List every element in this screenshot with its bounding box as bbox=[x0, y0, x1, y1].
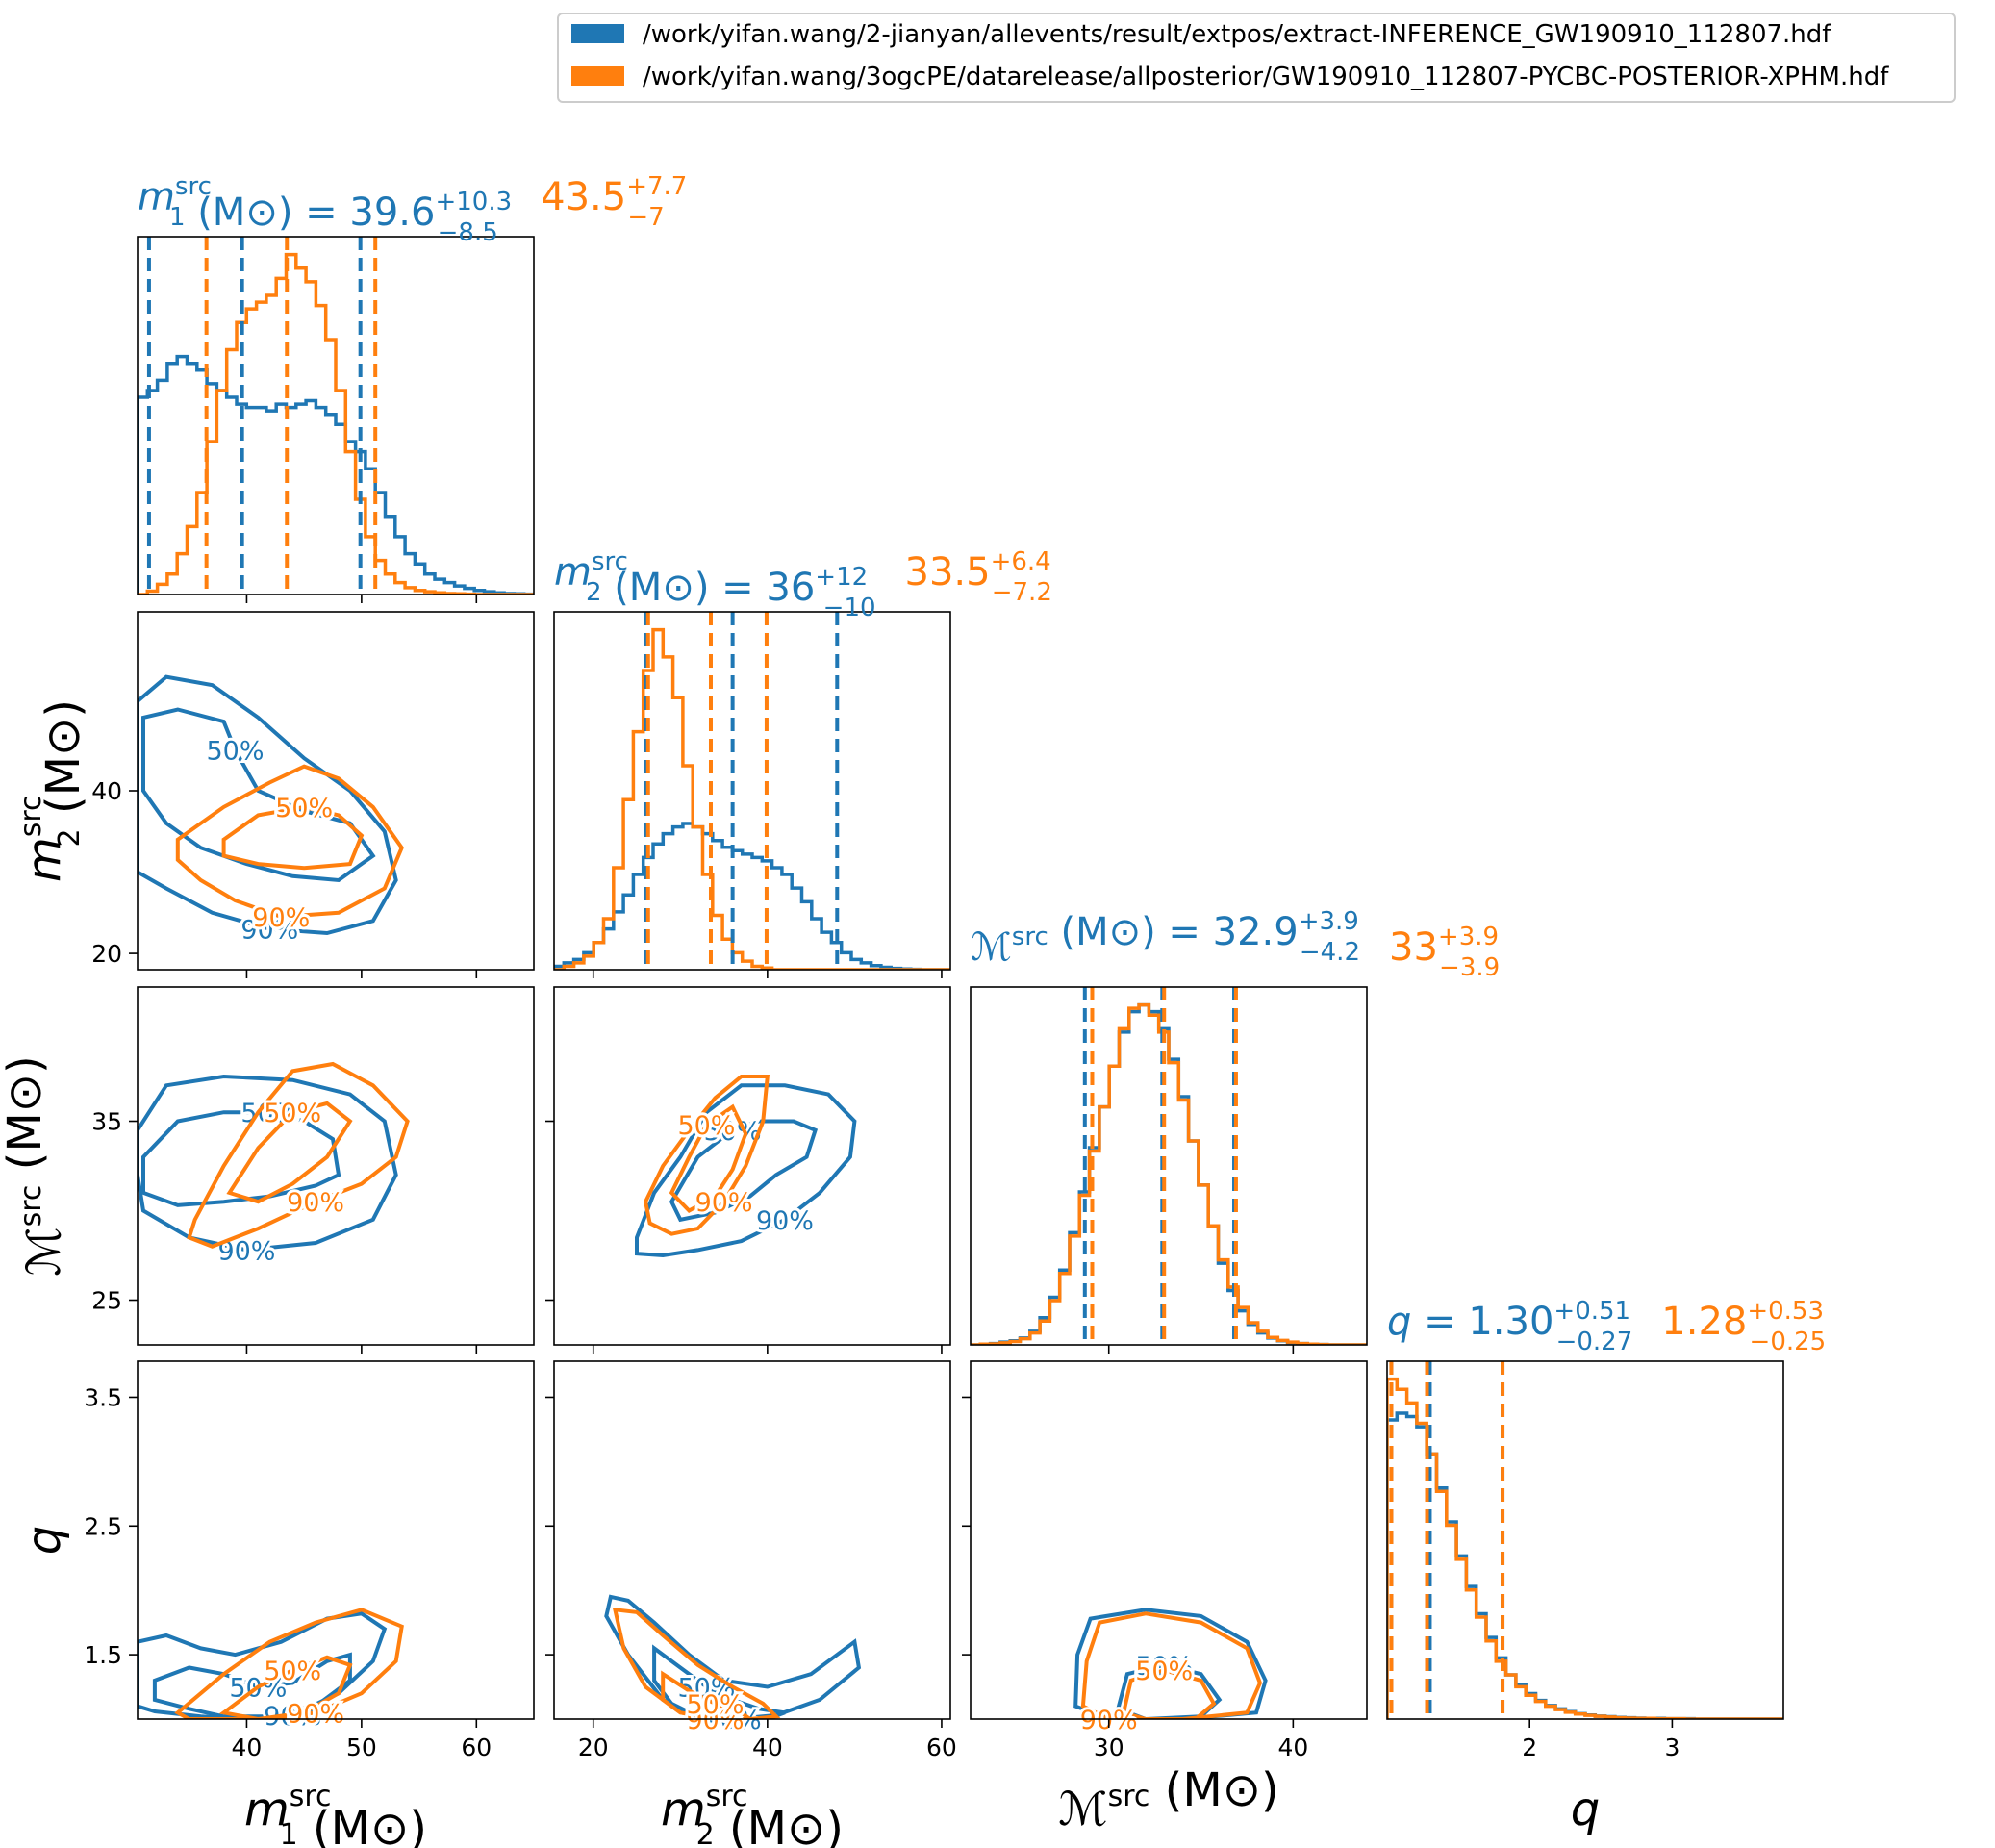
hist-mc-pycbc bbox=[971, 1002, 1367, 1345]
hist-m2-pycbc bbox=[554, 627, 950, 970]
panel-frame-mc_m2 bbox=[553, 986, 951, 1346]
xtick-label-m1-2: 60 bbox=[461, 1734, 492, 1761]
xlabel-m1: msrc 1 (M⊙) bbox=[244, 1780, 427, 1848]
contour-label-50-mc_m1-pycbc: 50% bbox=[264, 1099, 321, 1128]
xtick-label-m2-2: 60 bbox=[926, 1734, 957, 1761]
panel-frame-mc-mc bbox=[970, 986, 1368, 1346]
contour-label-50-m2_m1-pycbc: 50% bbox=[275, 794, 333, 823]
xtick-label-q-1: 3 bbox=[1664, 1734, 1679, 1761]
contour-label-90-m2_m1-inference: 90% bbox=[240, 916, 298, 946]
xtick-label-m1-1: 50 bbox=[346, 1734, 377, 1761]
xtick-label-m2-1: 40 bbox=[752, 1734, 783, 1761]
title-q: q = 1.30+0.51 −0.27 1.28+0.53 −0.25 bbox=[1387, 1297, 1826, 1356]
legend-swatch-pycbc bbox=[571, 66, 624, 86]
title-mc-inference: ℳsrc (M⊙) = 32.9+3.9 −4.2 bbox=[971, 907, 1360, 970]
title-m1: msrc 1 (M⊙) = 39.6+10.3 −8.5 43.5+7.7 −7 bbox=[138, 172, 687, 247]
contour-90-q_mc-inference bbox=[1073, 1608, 1268, 1719]
ytick-label-q-2: 3.5 bbox=[84, 1383, 122, 1411]
panel-frame-q_mc bbox=[970, 1360, 1368, 1720]
contour-90-q_m2-pycbc bbox=[612, 1607, 781, 1719]
contour-50-m2_m1-inference bbox=[141, 707, 376, 883]
panel-frame-m1-m1 bbox=[137, 236, 535, 595]
ytick-label-q-1: 2.5 bbox=[84, 1512, 122, 1540]
xlabel-q: q bbox=[1571, 1783, 1600, 1836]
title-m1-inference: msrc 1 (M⊙) = 39.6+10.3 −8.5 bbox=[138, 172, 512, 247]
contour-50-m2_m1-pycbc bbox=[221, 804, 365, 871]
title-q-pycbc: 1.28+0.53 −0.25 bbox=[1661, 1297, 1826, 1356]
ylabel-m2: msrc2 (M⊙) bbox=[14, 699, 90, 882]
contour-90-q_m1-pycbc bbox=[174, 1608, 404, 1719]
panels: msrc 1 (M⊙) = 39.6+10.3 −8.543.5+7.7 −7msrc… bbox=[0, 172, 1826, 1848]
hist-q-inference bbox=[1387, 1411, 1783, 1719]
panel-frame-m2-m2 bbox=[553, 611, 951, 971]
ylabel-mc: ℳsrc (M⊙) bbox=[0, 1055, 71, 1276]
contour-50-q_mc-pycbc bbox=[1121, 1668, 1217, 1719]
xtick-label-mc-1: 40 bbox=[1277, 1734, 1308, 1761]
contour-90-mc_m2-pycbc bbox=[644, 1075, 770, 1236]
contour-90-mc_m1-inference bbox=[138, 1074, 398, 1253]
title-m2: msrc 2 (M⊙) = 36+12 −10 33.5+6.4 −7.2 bbox=[554, 547, 1052, 622]
contour-90-q_m2-inference bbox=[604, 1594, 862, 1719]
xtick-label-q-0: 2 bbox=[1522, 1734, 1537, 1761]
contour-label-90-mc_m2-pycbc: 90% bbox=[695, 1188, 753, 1218]
legend-swatch-inference bbox=[571, 24, 624, 43]
contour-50-q_m1-pycbc bbox=[218, 1655, 353, 1719]
xtick-label-mc-0: 30 bbox=[1094, 1734, 1124, 1761]
contour-label-90-mc_m1-pycbc: 90% bbox=[287, 1188, 344, 1218]
panel-frame-q-q bbox=[1386, 1360, 1784, 1720]
contour-label-50-m2_m1-inference: 50% bbox=[206, 737, 264, 767]
contour-90-m2_m1-pycbc bbox=[175, 764, 404, 920]
contour-90-mc_m2-inference bbox=[635, 1083, 857, 1258]
contour-90-q_mc-pycbc bbox=[1080, 1611, 1263, 1719]
xlabel-mc: ℳsrc (M⊙) bbox=[1058, 1763, 1278, 1836]
contour-label-90-q_m2-inference: 90% bbox=[704, 1706, 762, 1735]
contour-label-50-mc_m2-pycbc: 50% bbox=[677, 1111, 735, 1141]
contour-50-mc_m1-pycbc bbox=[226, 1101, 353, 1204]
title-m2-inference: msrc 2 (M⊙) = 36+12 −10 bbox=[554, 547, 876, 622]
title-q-inference: q = 1.30+0.51 −0.27 bbox=[1387, 1297, 1632, 1356]
xtick-label-m1-0: 40 bbox=[232, 1734, 263, 1761]
contour-90-mc_m1-pycbc bbox=[187, 1061, 410, 1249]
legend-label-pycbc: /work/yifan.wang/3ogcPE/datarelease/allp… bbox=[643, 63, 1889, 91]
hist-m1-pycbc bbox=[138, 252, 534, 595]
contour-label-50-mc_m1-inference: 50% bbox=[240, 1099, 298, 1128]
title-mc-pycbc: 33+3.9 −3.9 bbox=[1389, 923, 1500, 982]
contour-50-mc_m2-pycbc bbox=[669, 1103, 748, 1213]
contour-50-mc_m1-inference bbox=[141, 1110, 341, 1207]
contour-label-50-q_m1-pycbc: 50% bbox=[264, 1657, 321, 1686]
ytick-label-mc-1: 35 bbox=[91, 1108, 122, 1136]
ytick-label-m2-1: 40 bbox=[91, 777, 122, 805]
ytick-label-q-0: 1.5 bbox=[84, 1641, 122, 1669]
contour-label-50-q_m2-pycbc: 50% bbox=[687, 1690, 745, 1720]
title-m2-pycbc: 33.5+6.4 −7.2 bbox=[905, 547, 1052, 607]
contour-label-90-q_m2-pycbc: 90% bbox=[687, 1706, 745, 1735]
contour-50-q_m2-pycbc bbox=[661, 1670, 754, 1719]
panel-frame-q_m2 bbox=[553, 1360, 951, 1720]
xtick-label-m2-0: 20 bbox=[578, 1734, 609, 1761]
contour-label-90-q_m1-pycbc: 90% bbox=[287, 1699, 344, 1729]
contour-50-mc_m2-inference bbox=[669, 1119, 819, 1223]
contour-label-90-m2_m1-pycbc: 90% bbox=[252, 903, 310, 933]
ytick-label-m2-0: 20 bbox=[91, 940, 122, 968]
contour-90-m2_m1-inference bbox=[138, 674, 398, 936]
contour-label-50-q_mc-pycbc: 50% bbox=[1135, 1657, 1193, 1686]
panel-frame-mc_m1 bbox=[137, 986, 535, 1346]
legend-label-inference: /work/yifan.wang/2-jianyan/allevents/res… bbox=[643, 20, 1831, 49]
hist-m1-inference bbox=[138, 354, 534, 595]
panel-frame-m2_m1 bbox=[137, 611, 535, 971]
ylabel-q: q bbox=[17, 1526, 71, 1555]
title-mc: ℳsrc (M⊙) = 32.9+3.9 −4.2 33+3.9 −3.9 bbox=[971, 907, 1500, 982]
legend: /work/yifan.wang/2-jianyan/allevents/res… bbox=[557, 13, 1956, 103]
ytick-label-mc-0: 25 bbox=[91, 1287, 122, 1315]
legend-frame bbox=[557, 13, 1956, 103]
title-m1-pycbc: 43.5+7.7 −7 bbox=[541, 172, 687, 232]
contour-label-90-mc_m2-inference: 90% bbox=[756, 1206, 814, 1236]
hist-q-pycbc bbox=[1387, 1377, 1783, 1719]
xlabel-m2: msrc 2 (M⊙) bbox=[661, 1780, 844, 1848]
panel-frame-q_m1 bbox=[137, 1360, 535, 1720]
contour-label-90-q_mc-pycbc: 90% bbox=[1080, 1706, 1138, 1735]
